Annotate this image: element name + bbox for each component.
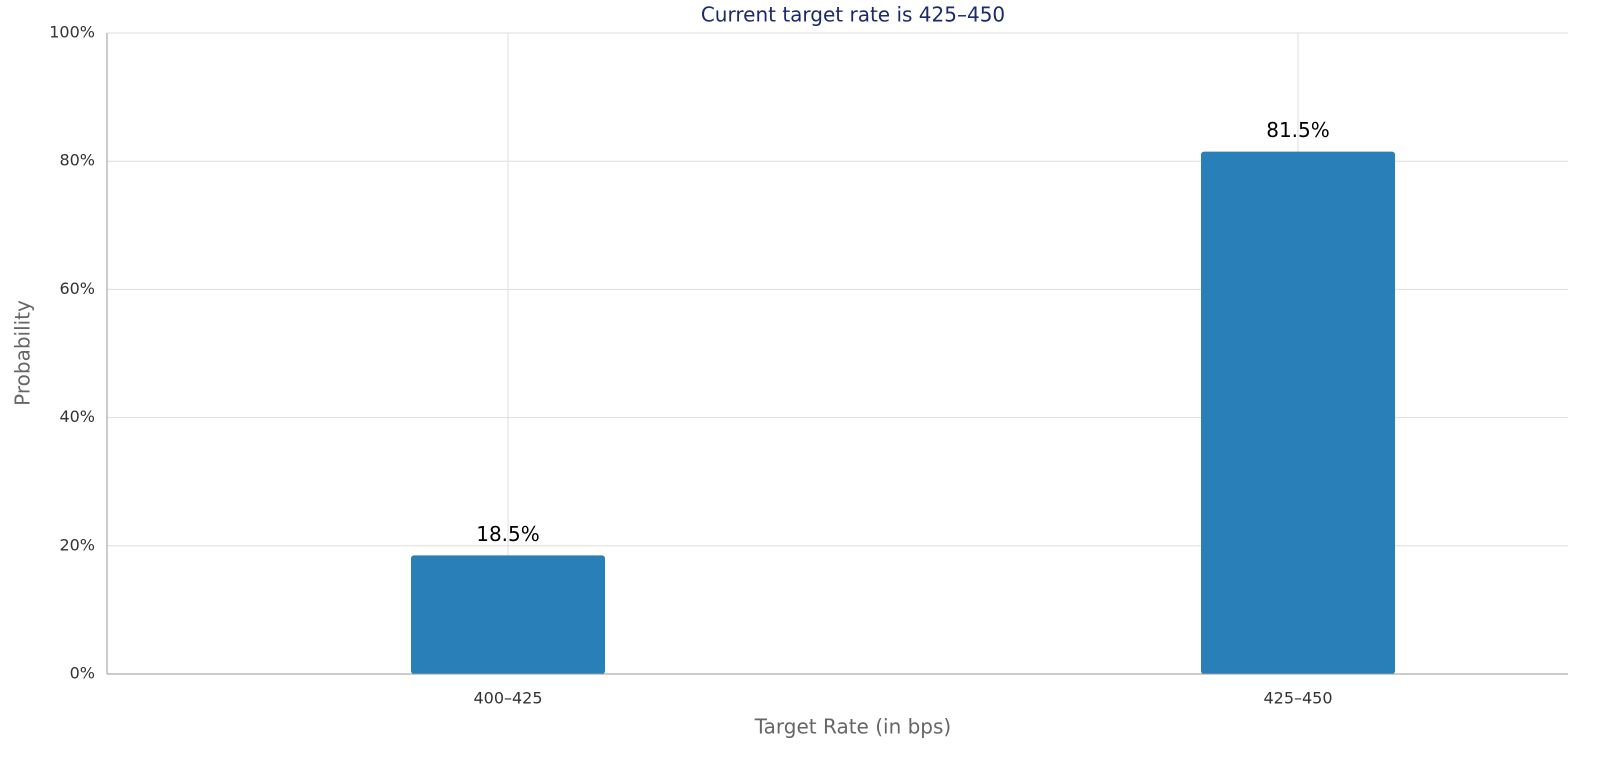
x-tick-label: 425–450: [1263, 689, 1332, 708]
y-tick-label: 40%: [59, 407, 95, 426]
y-tick-label: 60%: [59, 279, 95, 298]
bar: [411, 555, 605, 674]
data-label: 18.5%: [476, 522, 540, 546]
bar: [1201, 151, 1395, 674]
data-label: 81.5%: [1266, 118, 1330, 142]
y-tick-label: 20%: [59, 535, 95, 554]
x-axis-label: Target Rate (in bps): [754, 715, 951, 739]
y-axis-label: Probability: [11, 300, 35, 406]
y-tick-label: 100%: [49, 23, 95, 42]
y-tick-label: 80%: [59, 151, 95, 170]
chart-title: Current target rate is 425–450: [701, 3, 1005, 27]
y-tick-label: 0%: [70, 664, 95, 683]
x-tick-label: 400–425: [473, 689, 542, 708]
